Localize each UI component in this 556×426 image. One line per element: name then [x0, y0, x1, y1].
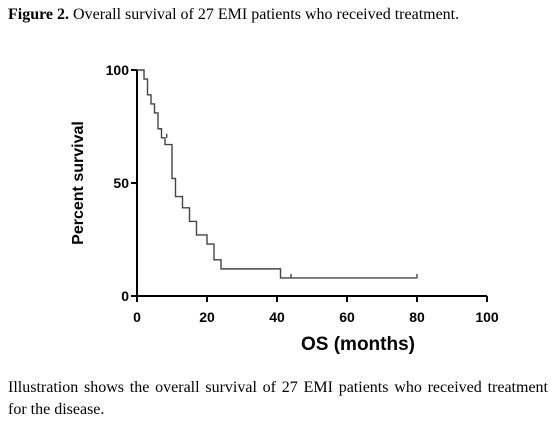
figure-label: Figure 2.	[8, 6, 70, 23]
x-axis-label: OS (months)	[301, 334, 415, 355]
figure-title-text: Overall survival of 27 EMI patients who …	[73, 6, 460, 23]
y-tick-label: 0	[121, 288, 129, 304]
figure-title: Figure 2. Overall survival of 27 EMI pat…	[8, 6, 553, 24]
chart-axes: 0 20 40 60 80 100 0 50 100	[106, 62, 499, 325]
y-tick-label: 50	[113, 175, 129, 191]
x-tick-label: 80	[409, 309, 425, 325]
figure-caption: Illustration shows the overall survival …	[8, 379, 548, 418]
survival-step-line	[137, 69, 417, 279]
survival-chart: 0 20 40 60 80 100 0 50 100 OS (months) Percent s…	[70, 62, 499, 355]
x-tick-label: 20	[199, 309, 215, 325]
x-tick-label: 40	[269, 309, 285, 325]
x-tick-label: 60	[339, 309, 355, 325]
survival-curve	[137, 69, 418, 279]
x-tick-label: 100	[475, 309, 499, 325]
y-axis-label: Percent survival	[70, 121, 87, 245]
x-tick-label: 0	[133, 309, 141, 325]
y-tick-label: 100	[106, 62, 130, 78]
